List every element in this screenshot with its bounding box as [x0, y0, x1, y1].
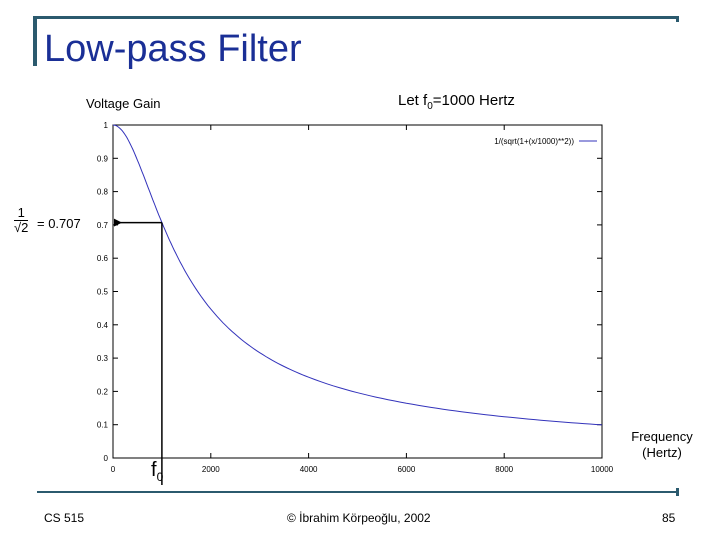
top-rule-end: [676, 16, 679, 22]
cutoff-prefix: Let f: [398, 92, 428, 109]
one-over-root-two: 1 √2: [14, 206, 29, 235]
y-tick-label: 0.9: [97, 154, 109, 163]
f0-subscript: 0: [156, 470, 164, 484]
legend: 1/(sqrt(1+(x/1000)**2)): [494, 137, 597, 146]
y-tick-label: 0: [104, 454, 109, 463]
fraction-numerator: 1: [14, 206, 29, 221]
page-number: 85: [662, 511, 676, 525]
x-tick-label: 6000: [398, 465, 416, 474]
x-tick-label: 8000: [495, 465, 513, 474]
copyright: © İbrahim Körpeoğlu, 2002: [287, 511, 431, 525]
cutoff-subscript: 0: [427, 101, 433, 112]
axes: 0 0.1 0.2 0.3 0.4 0.5 0.6 0.7 0.8 0.9 1 0 2000 4000 60…: [97, 121, 614, 474]
x-axis-label-line2: (Hertz): [642, 445, 682, 460]
y-axis-label: Voltage Gain: [86, 96, 161, 111]
plot-frame: [112, 124, 603, 459]
footer-rule-end: [676, 488, 679, 496]
fraction-denominator: √2: [14, 220, 29, 235]
y-tick-label: 0.8: [97, 188, 109, 197]
title-accent-bar: [33, 18, 37, 66]
x-axis-label: Frequency (Hertz): [624, 429, 700, 461]
footer-rule: [37, 491, 679, 493]
y-tick-label: 0.3: [97, 354, 109, 363]
gain-curve: [112, 124, 603, 426]
course-code: CS 515: [44, 511, 85, 525]
legend-label: 1/(sqrt(1+(x/1000)**2)): [494, 137, 574, 146]
top-rule: [33, 16, 679, 19]
f0-label: f0: [151, 459, 163, 484]
cutoff-suffix: =1000 Hertz: [432, 92, 515, 109]
f0-main: f: [151, 459, 157, 481]
x-tick-label: 4000: [300, 465, 318, 474]
y-tick-label: 0.4: [97, 321, 109, 330]
y-tick-label: 0.6: [97, 254, 109, 263]
y-tick-label: 1: [104, 121, 109, 130]
y-tick-label: 0.7: [97, 221, 109, 230]
cutoff-marker: [114, 218, 163, 485]
equals-value: = 0.707: [37, 216, 81, 231]
y-tick-label: 0.2: [97, 387, 109, 396]
x-axis-label-line1: Frequency: [631, 429, 693, 444]
cutoff-annotation: Let f0=1000 Hertz: [398, 92, 515, 112]
x-tick-label: 0: [111, 465, 116, 474]
x-tick-label: 10000: [591, 465, 614, 474]
slide-title: Low-pass Filter: [44, 28, 302, 70]
x-tick-label: 2000: [202, 465, 220, 474]
y-tick-label: 0.5: [97, 288, 109, 297]
y-tick-label: 0.1: [97, 421, 109, 430]
